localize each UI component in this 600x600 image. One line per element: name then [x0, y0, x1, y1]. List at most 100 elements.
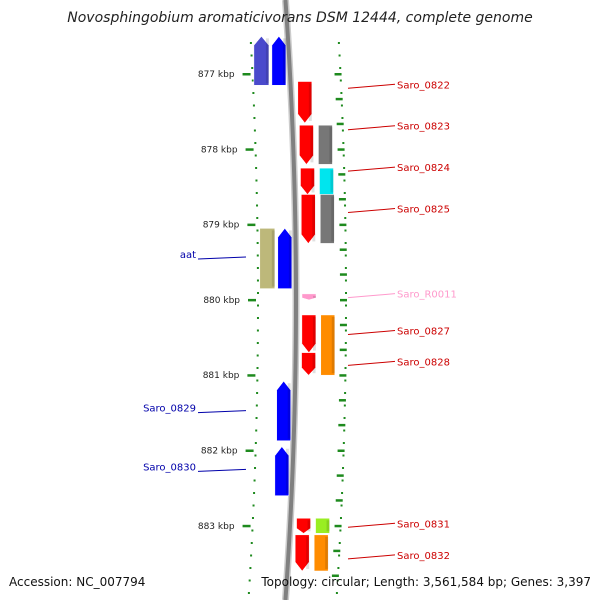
track-dot [343, 404, 346, 407]
track-dot [339, 67, 342, 69]
scale-minor-tick [336, 122, 344, 126]
label-leader [347, 330, 396, 336]
track-dot [253, 479, 256, 482]
track-dot [342, 467, 345, 469]
bar-blue-1 [271, 35, 287, 86]
scale-minor-tick [336, 474, 344, 477]
track-dot [252, 104, 255, 107]
Saro_0831-gene [315, 518, 330, 534]
track-dot [250, 542, 253, 544]
gene-label-Saro_0823: Saro_0823 [397, 122, 450, 133]
scale-minor-tick [335, 499, 343, 502]
track-dot [251, 529, 254, 532]
scale-minor-tick [331, 574, 339, 577]
scale-tick [248, 298, 256, 302]
track-dot [250, 54, 253, 57]
track-dot [340, 504, 343, 507]
track-dot [340, 92, 343, 94]
scale-minor-tick [340, 298, 347, 302]
track-dot [344, 217, 347, 219]
Saro_0822-cds-shade [308, 83, 312, 121]
label-leader [347, 125, 396, 131]
gene-label-Saro_0824: Saro_0824 [397, 163, 450, 174]
track-dot [256, 254, 259, 257]
scale-tick [245, 148, 254, 151]
scale-tick-label: 880 kbp [203, 296, 240, 306]
gene-label-Saro_0832: Saro_0832 [397, 551, 450, 562]
track-dot [256, 279, 259, 282]
aat-gene-shade [271, 230, 275, 287]
track-dot [339, 517, 342, 519]
scale-minor-tick [338, 197, 346, 201]
scale-tick-label: 877 kbp [198, 70, 235, 80]
Saro_0829-cds [276, 380, 291, 441]
track-dot [338, 542, 341, 544]
track-dot [256, 329, 259, 332]
track-dot [343, 429, 346, 432]
label-leader [347, 83, 396, 89]
track-dot [339, 529, 342, 532]
gene-label-Saro_0828: Saro_0828 [397, 357, 450, 368]
track-dot [344, 242, 347, 244]
track-dot [338, 54, 341, 57]
genome-summary-text: Topology: circular; Length: 3,561,584 bp… [261, 575, 591, 589]
track-dot [254, 442, 257, 444]
scale-tick [242, 73, 251, 76]
Saro_0825-cds [301, 194, 316, 244]
Saro_0823-cds [299, 124, 314, 165]
track-dot [344, 329, 347, 332]
Saro_0823-gene-shade [329, 127, 333, 163]
scale-minor-tick [338, 423, 346, 427]
scale-minor-tick [339, 248, 347, 251]
gene-label-Saro_0825: Saro_0825 [397, 205, 450, 216]
scale-tick-label: 882 kbp [201, 447, 238, 457]
track-dot [256, 354, 259, 357]
scale-minor-tick [338, 399, 346, 402]
scale-minor-tick [333, 549, 341, 553]
scale-minor-tick [338, 173, 346, 176]
track-dot [344, 304, 347, 307]
track-dot [256, 342, 259, 344]
scale-tick [247, 374, 256, 377]
gene-label-Saro_0822: Saro_0822 [397, 80, 450, 91]
gene-label-Saro_R0011: Saro_R0011 [397, 290, 457, 301]
track-dot [342, 454, 345, 457]
track-dot [256, 367, 259, 369]
track-dot [256, 217, 259, 219]
track-dot [256, 392, 259, 394]
track-dot [256, 379, 259, 382]
track-dot [253, 117, 256, 119]
label-leader [347, 554, 396, 560]
Saro_0829-cds-shade [287, 383, 291, 439]
track-dot [249, 42, 252, 44]
accession-text: Accession: NC_007794 [9, 575, 146, 589]
track-dot [256, 204, 259, 207]
label-leader [347, 360, 396, 366]
label-leader [347, 293, 396, 299]
track-dot [255, 417, 258, 419]
track-dot [341, 492, 344, 494]
Saro_0825-gene-shade [331, 196, 335, 242]
track-dot [344, 354, 347, 357]
aat-gene [259, 228, 276, 289]
scale-minor-tick [335, 97, 343, 101]
track-dot [256, 267, 259, 269]
Saro_0828-cds [301, 352, 316, 376]
track-dot [252, 92, 255, 94]
track-dot [344, 392, 347, 394]
Saro_0832-cds [294, 534, 310, 572]
gene-label-Saro_0829: Saro_0829 [143, 404, 196, 415]
track-dot [343, 167, 346, 169]
Saro_0828-cds-shade [312, 354, 316, 374]
Saro_R0011-gene-shade [312, 295, 316, 298]
Saro_0831-cds [296, 518, 311, 534]
scale-minor-tick [334, 73, 342, 76]
Saro_0825-gene [320, 194, 335, 244]
scale-tick-label: 881 kbp [203, 371, 240, 381]
track-dot [256, 304, 259, 307]
gene-label-Saro_0830: Saro_0830 [143, 462, 196, 473]
track-dot [255, 404, 258, 407]
track-dot [344, 279, 347, 282]
track-dot [256, 242, 259, 244]
label-leader [197, 410, 247, 414]
